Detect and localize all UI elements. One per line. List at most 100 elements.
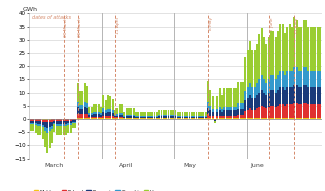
Bar	[235, 88, 237, 107]
Bar	[44, 131, 46, 147]
Bar	[272, 31, 274, 75]
Bar	[212, 112, 214, 116]
Bar	[216, 109, 218, 112]
Bar	[196, 118, 198, 119]
Bar	[93, 118, 95, 119]
Bar	[184, 117, 186, 118]
Bar	[130, 115, 132, 116]
Bar	[153, 118, 155, 119]
Bar	[319, 104, 321, 118]
Bar	[123, 116, 125, 117]
Bar	[62, 126, 65, 135]
Bar	[233, 118, 235, 119]
Bar	[144, 117, 146, 118]
Bar	[263, 118, 265, 119]
Bar	[177, 117, 179, 118]
Bar	[133, 118, 135, 119]
Bar	[184, 116, 186, 117]
Bar	[46, 133, 48, 153]
Bar	[254, 87, 256, 98]
Bar	[247, 98, 249, 110]
Bar	[301, 71, 303, 87]
Bar	[156, 118, 158, 119]
Bar	[133, 108, 135, 115]
Bar	[272, 106, 274, 118]
Bar	[156, 116, 158, 117]
Bar	[298, 71, 300, 87]
Bar	[102, 112, 104, 116]
Bar	[153, 112, 155, 116]
Bar	[163, 110, 165, 115]
Bar	[244, 91, 246, 100]
Bar	[207, 81, 209, 102]
Bar	[72, 119, 74, 120]
Text: 11 April: 11 April	[116, 17, 120, 34]
Bar	[263, 93, 265, 107]
Bar	[60, 124, 62, 126]
Bar	[235, 116, 237, 118]
Bar	[277, 31, 279, 75]
Bar	[286, 104, 289, 118]
Bar	[240, 82, 242, 103]
Bar	[67, 123, 69, 125]
Bar	[102, 118, 104, 119]
Bar	[212, 109, 214, 112]
Bar	[244, 100, 246, 111]
Bar	[240, 109, 242, 115]
Bar	[70, 121, 72, 123]
Bar	[100, 115, 102, 117]
Bar	[188, 116, 190, 117]
Bar	[107, 96, 109, 109]
Bar	[275, 118, 277, 119]
Bar	[202, 112, 204, 116]
Bar	[258, 107, 260, 118]
Text: April: April	[119, 163, 134, 168]
Bar	[42, 119, 44, 120]
Bar	[74, 119, 76, 120]
Text: GWh: GWh	[23, 7, 38, 12]
Bar	[119, 117, 121, 118]
Bar	[56, 119, 58, 121]
Bar	[179, 118, 181, 119]
Bar	[212, 116, 214, 118]
Bar	[149, 116, 151, 117]
Bar	[293, 17, 295, 67]
Bar	[125, 116, 127, 118]
Bar	[263, 37, 265, 79]
Bar	[226, 118, 228, 119]
Bar	[86, 114, 88, 118]
Bar	[219, 107, 221, 111]
Bar	[275, 37, 277, 79]
Bar	[252, 50, 254, 87]
Bar	[161, 116, 162, 118]
Bar	[268, 107, 270, 118]
Bar	[181, 117, 184, 118]
Bar	[100, 107, 102, 113]
Bar	[266, 95, 267, 108]
Bar	[46, 119, 48, 120]
Bar	[74, 120, 76, 122]
Bar	[277, 106, 279, 118]
Bar	[272, 90, 274, 106]
Bar	[191, 118, 193, 119]
Bar	[298, 104, 300, 118]
Bar	[116, 118, 118, 119]
Bar	[235, 111, 237, 116]
Bar	[95, 112, 97, 114]
Bar	[153, 116, 155, 117]
Bar	[280, 104, 281, 118]
Bar	[186, 116, 188, 117]
Bar	[91, 107, 93, 113]
Bar	[32, 121, 34, 123]
Bar	[139, 116, 141, 117]
Bar	[249, 83, 251, 95]
Bar	[252, 87, 254, 98]
Bar	[256, 83, 258, 95]
Bar	[303, 85, 305, 103]
Bar	[175, 115, 176, 116]
Bar	[193, 117, 195, 118]
Bar	[210, 118, 212, 119]
Bar	[37, 121, 39, 124]
Bar	[84, 102, 85, 107]
Bar	[51, 129, 53, 143]
